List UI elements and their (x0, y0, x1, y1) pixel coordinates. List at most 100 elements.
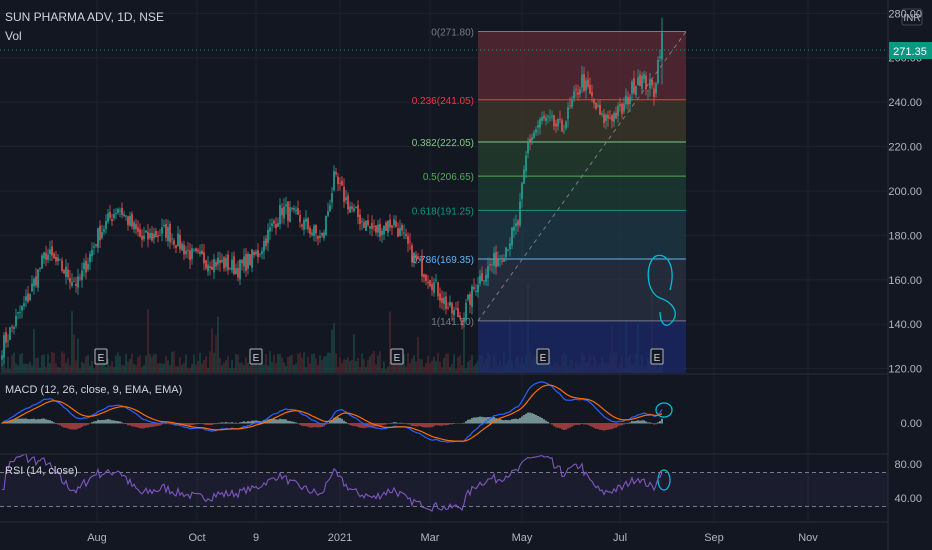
candle-body (203, 252, 205, 264)
candle-body (13, 327, 15, 329)
volume-bar (57, 366, 59, 373)
macd-histogram-bar (649, 422, 651, 424)
fib-zone (478, 176, 686, 211)
macd-histogram-bar (31, 418, 33, 424)
macd-histogram-bar (385, 423, 387, 425)
candle-body (123, 214, 125, 217)
macd-histogram-bar (401, 422, 403, 424)
candle-body (131, 213, 133, 227)
candle-body (533, 132, 535, 139)
volume-bar (431, 360, 433, 373)
volume-bar (205, 356, 207, 373)
volume-bar (361, 353, 363, 373)
candle-body (383, 225, 385, 235)
currency-box[interactable] (901, 8, 923, 26)
candle-body (267, 229, 269, 244)
macd-histogram-bar (509, 420, 511, 424)
earnings-marker (650, 348, 664, 365)
macd-histogram-bar (625, 422, 627, 424)
volume-bar (211, 328, 213, 373)
volume-bar (171, 351, 173, 373)
candle-body (379, 224, 381, 237)
candle-body (429, 280, 431, 287)
volume-bar (461, 365, 463, 373)
macd-histogram-bar (481, 416, 483, 424)
macd-histogram-bar (99, 420, 101, 424)
volume-bar (41, 355, 43, 373)
candle-body (67, 269, 69, 278)
volume-bar (25, 363, 27, 373)
candle-body (283, 206, 285, 219)
macd-histogram-bar (249, 421, 251, 424)
volume-bar (157, 363, 159, 373)
macd-histogram-bar (241, 422, 243, 424)
candle-body (219, 259, 221, 263)
macd-histogram-bar (463, 422, 465, 424)
volume-bar (147, 309, 149, 373)
macd-histogram-bar (87, 423, 89, 425)
price-candles (1, 17, 663, 367)
macd-histogram-bar (165, 423, 167, 425)
volume-bar (299, 352, 301, 373)
volume-bar (415, 361, 417, 373)
volume-bar (169, 365, 171, 373)
volume-bar (371, 353, 373, 373)
volume-bar (271, 362, 273, 373)
volume-bar (15, 363, 17, 373)
volume-bar (459, 355, 461, 373)
macd-histogram-bar (253, 420, 255, 424)
volume-bar (427, 355, 429, 373)
volume-bar (215, 335, 217, 373)
macd-histogram-bar (653, 423, 655, 425)
volume-bar (457, 357, 459, 373)
volume-bar (131, 353, 133, 373)
candle-body (581, 74, 583, 88)
candle-body (289, 207, 291, 222)
candle-body (493, 253, 495, 266)
candle-body (317, 236, 319, 239)
time-axis[interactable]: Aug Oct 9 2021 Mar May Jul Sep Nov (87, 532, 818, 544)
macd-histogram-bar (513, 418, 515, 424)
volume-bar (451, 363, 453, 373)
candle-body (301, 224, 303, 227)
candle-body (571, 100, 573, 108)
candle-body (409, 241, 411, 243)
macd-histogram-bar (95, 421, 97, 424)
candle-body (521, 183, 523, 200)
candle-body (41, 255, 43, 269)
macd-histogram-bar (443, 423, 445, 426)
macd-histogram-bar (435, 423, 437, 426)
candle-body (463, 317, 465, 323)
macd-histogram-bar (23, 418, 25, 424)
macd-histogram-bar (451, 423, 453, 425)
volume-bar (257, 365, 259, 373)
candle-body (421, 255, 423, 277)
candle-body (367, 220, 369, 226)
candle-body (481, 273, 483, 282)
volume-bar (345, 359, 347, 373)
price-tick-label: 200.00 (888, 186, 922, 198)
macd-histogram-bar (91, 422, 93, 424)
macd-histogram-bar (631, 421, 633, 424)
macd-label[interactable]: MACD (12, 26, close, 9, EMA, EMA) (5, 384, 182, 396)
macd-histogram-bar (215, 423, 217, 425)
macd-histogram-bar (541, 417, 543, 424)
candle-body (525, 155, 527, 172)
volume-bar (369, 356, 371, 373)
volume-bar (145, 355, 147, 373)
candle-body (113, 213, 115, 219)
candle-body (169, 223, 171, 243)
rsi-line (2, 452, 663, 512)
volume-bar (67, 358, 69, 373)
volume-bar (277, 353, 279, 373)
macd-histogram-bar (589, 423, 591, 426)
symbol-title[interactable]: SUN PHARMA ADV, 1D, NSE (5, 10, 164, 24)
volume-bar (423, 366, 425, 373)
volume-bar (455, 368, 457, 373)
candle-body (107, 213, 109, 222)
volume-bar (313, 353, 315, 373)
rsi-label[interactable]: RSI (14, close) (5, 465, 78, 477)
macd-histogram-bar (299, 423, 301, 425)
